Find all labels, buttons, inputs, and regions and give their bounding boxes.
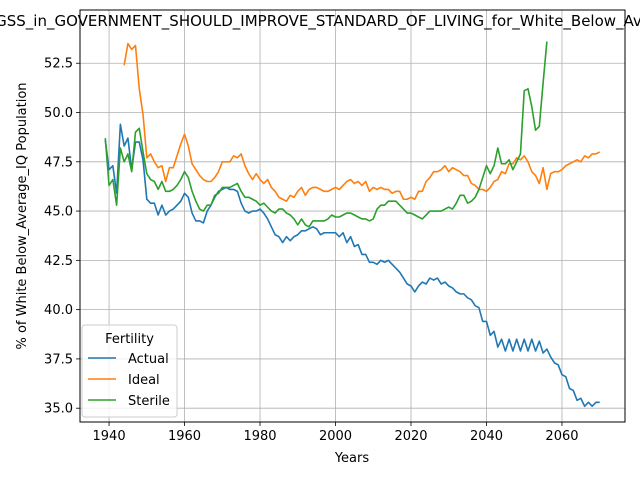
series-line-actual [104, 123, 600, 408]
legend-box [81, 324, 178, 418]
y-tick-label: 37.5 [44, 352, 73, 367]
y-tick-label: 42.5 [44, 254, 73, 269]
x-tick-label: 2000 [319, 429, 352, 444]
x-tick-label: 1980 [243, 429, 276, 444]
y-tick-label: 47.5 [44, 155, 73, 170]
legend: Fertility Actual Ideal Sterile [81, 324, 178, 418]
y-tick-label: 35.0 [44, 402, 73, 417]
x-tick-label: 2020 [394, 429, 427, 444]
x-tick-label: 2040 [470, 429, 503, 444]
axis-ticks: 1940 1960 1980 2000 2020 2040 2060 35.0 37.5 40.0… [44, 57, 578, 444]
series-lines [104, 41, 601, 408]
y-tick-label: 52.5 [44, 57, 73, 72]
y-tick-label: 45.0 [44, 205, 73, 220]
chart-title: GSS_in_GOVERNMENT_SHOULD_IMPROVE_STANDAR… [0, 12, 640, 31]
series-line-sterile [104, 41, 548, 228]
y-axis-label: % of White Below_Average_IQ Population [15, 82, 30, 349]
plot-frame [79, 9, 626, 423]
x-axis-label: Years [334, 451, 370, 466]
x-tick-label: 1940 [93, 429, 126, 444]
x-tick-label: 2060 [545, 429, 578, 444]
legend-label-sterile: Sterile [128, 394, 170, 409]
series-line-ideal [123, 42, 601, 203]
y-tick-label: 50.0 [44, 106, 73, 121]
legend-label-ideal: Ideal [128, 373, 160, 388]
x-tick-label: 1960 [168, 429, 201, 444]
y-tick-label: 40.0 [44, 303, 73, 318]
legend-label-actual: Actual [128, 352, 169, 367]
legend-title: Fertility [105, 332, 154, 347]
